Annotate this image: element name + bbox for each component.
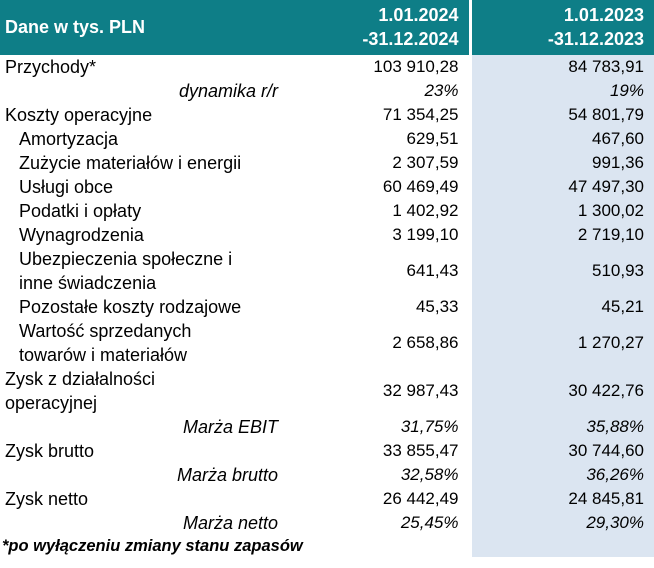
value-2024: 71 354,25	[382, 105, 459, 124]
value-2023: 19%	[468, 79, 654, 103]
row-label: Wynagrodzenia	[19, 225, 144, 245]
value-2023: 510,93	[468, 247, 654, 295]
table-row: Marża netto 25,45% 29,30%	[0, 511, 654, 535]
value-2023: 2 719,10	[468, 223, 654, 247]
value-2023: 991,36	[468, 151, 654, 175]
row-label: Wartość sprzedanych towarów i materiałów	[19, 321, 192, 365]
footnote: *po wyłączeniu zmiany stanu zapasów	[2, 537, 303, 555]
row-label: Zysk brutto	[5, 441, 95, 461]
value-2024: 2 307,59	[392, 153, 459, 172]
row-label: Zysk netto	[5, 489, 89, 509]
value-2024: 60 469,49	[382, 177, 459, 196]
value-2023: 24 845,81	[468, 487, 654, 511]
table-body: Przychody* 103 910,28 84 783,91 dynamika r/…	[0, 55, 654, 535]
value-2024: 641,43	[406, 261, 459, 280]
row-label: Zysk z działalności operacyjnej	[5, 369, 156, 413]
header-unit-label: Dane w tys. PLN	[0, 0, 292, 55]
value-2024: 25,45%	[400, 513, 459, 532]
table-row: dynamika r/r 23% 19%	[0, 79, 654, 103]
value-2024: 1 402,92	[392, 201, 459, 220]
table-row: Podatki i opłaty 1 402,92 1 300,02	[0, 199, 654, 223]
table-row: Zysk netto 26 442,49 24 845,81	[0, 487, 654, 511]
table-header: Dane w tys. PLN 1.01.2024 -31.12.2024 1.…	[0, 0, 654, 55]
table-row: Ubezpieczenia społeczne i inne świadczen…	[0, 247, 654, 295]
table-row: Wynagrodzenia 3 199,10 2 719,10	[0, 223, 654, 247]
table-row: Przychody* 103 910,28 84 783,91	[0, 55, 654, 79]
footnote-row: *po wyłączeniu zmiany stanu zapasów	[0, 535, 654, 557]
row-label: Marża EBIT	[182, 417, 278, 437]
value-2023: 54 801,79	[468, 103, 654, 127]
value-2024: 31,75%	[400, 417, 459, 436]
value-2023: 36,26%	[468, 463, 654, 487]
table-row: Wartość sprzedanych towarów i materiałów…	[0, 319, 654, 367]
value-2023: 84 783,91	[468, 55, 654, 79]
table-row: Koszty operacyjne 71 354,25 54 801,79	[0, 103, 654, 127]
table-row: Amortyzacja 629,51 467,60	[0, 127, 654, 151]
table-row: Zysk z działalności operacyjnej 32 987,43…	[0, 367, 654, 415]
value-2024: 2 658,86	[392, 333, 459, 352]
row-label: Marża netto	[182, 513, 278, 533]
table-footer: *po wyłączeniu zmiany stanu zapasów	[0, 535, 654, 557]
value-2024: 45,33	[415, 297, 459, 316]
table-row: Zysk brutto 33 855,47 30 744,60	[0, 439, 654, 463]
value-2024: 32,58%	[400, 465, 459, 484]
table-row: Pozostałe koszty rodzajowe 45,33 45,21	[0, 295, 654, 319]
header-period-2024: 1.01.2024 -31.12.2024	[292, 0, 470, 55]
row-label: Marża brutto	[176, 465, 278, 485]
value-2024: 33 855,47	[382, 441, 459, 460]
value-2024: 32 987,43	[382, 381, 459, 400]
value-2023: 467,60	[468, 127, 654, 151]
value-2024: 629,51	[406, 129, 459, 148]
row-label: Koszty operacyjne	[5, 105, 153, 125]
table-row: Usługi obce 60 469,49 47 497,30	[0, 175, 654, 199]
table-row: Marża brutto 32,58% 36,26%	[0, 463, 654, 487]
row-label: Zużycie materiałów i energii	[19, 153, 242, 173]
row-label: Przychody*	[5, 57, 97, 77]
footnote-spacer-cell	[468, 535, 654, 557]
value-2023: 1 300,02	[468, 199, 654, 223]
value-2024: 23%	[424, 81, 459, 100]
row-label: Amortyzacja	[19, 129, 119, 149]
value-2024: 3 199,10	[392, 225, 459, 244]
value-2023: 29,30%	[468, 511, 654, 535]
header-period-2023: 1.01.2023 -31.12.2023	[468, 0, 654, 55]
row-label: Podatki i opłaty	[19, 201, 142, 221]
row-label: dynamika r/r	[178, 81, 278, 101]
table-row: Marża EBIT 31,75% 35,88%	[0, 415, 654, 439]
value-2023: 35,88%	[468, 415, 654, 439]
table-row: Zużycie materiałów i energii 2 307,59 991,…	[0, 151, 654, 175]
row-label: Ubezpieczenia społeczne i inne świadczen…	[19, 249, 233, 293]
value-2024: 103 910,28	[373, 57, 459, 76]
row-label: Usługi obce	[19, 177, 114, 197]
row-label: Pozostałe koszty rodzajowe	[19, 297, 242, 317]
value-2023: 30 422,76	[468, 367, 654, 415]
value-2024: 26 442,49	[382, 489, 459, 508]
value-2023: 30 744,60	[468, 439, 654, 463]
table-header-row: Dane w tys. PLN 1.01.2024 -31.12.2024 1.…	[0, 0, 654, 55]
value-2023: 1 270,27	[468, 319, 654, 367]
value-2023: 45,21	[468, 295, 654, 319]
value-2023: 47 497,30	[468, 175, 654, 199]
